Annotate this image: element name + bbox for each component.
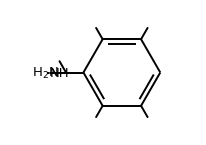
Text: NH: NH	[49, 67, 69, 80]
Text: H$_2$N: H$_2$N	[32, 66, 59, 81]
